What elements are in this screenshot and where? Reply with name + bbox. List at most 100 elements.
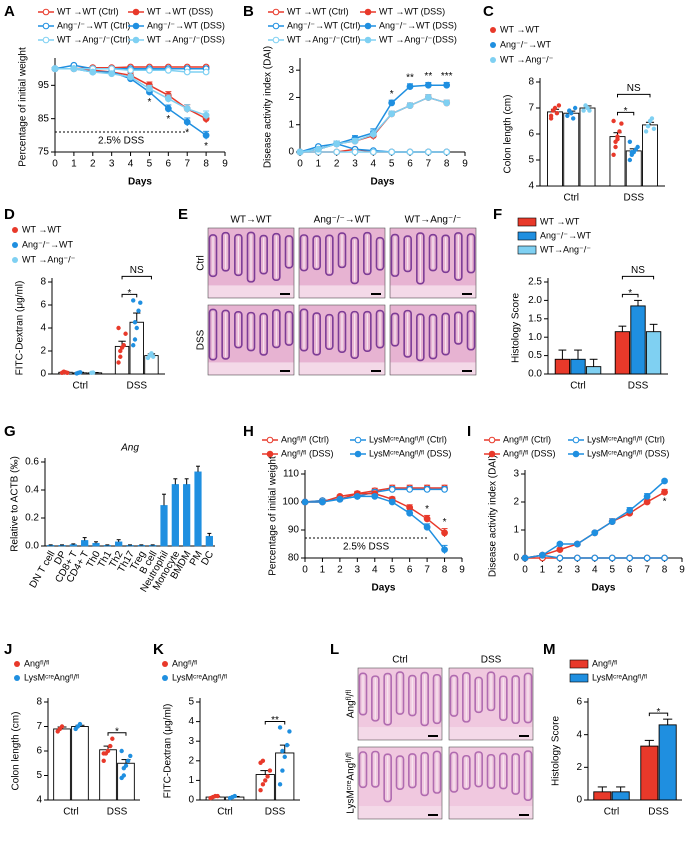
legend-marker xyxy=(354,450,362,458)
data-point xyxy=(571,116,576,121)
bar xyxy=(630,305,646,375)
y-tick-label: 6 xyxy=(36,746,42,757)
panel-letter: A xyxy=(4,3,15,20)
data-point xyxy=(65,370,70,376)
data-point xyxy=(301,498,309,506)
column-label: WT→WT xyxy=(230,215,271,226)
legend-marker xyxy=(488,436,496,444)
data-point xyxy=(573,540,581,548)
legend-label: WT →WT xyxy=(500,24,540,34)
significance: * xyxy=(115,726,119,737)
x-axis-label: Days xyxy=(371,177,395,188)
x-tick-label: 8 xyxy=(442,565,448,576)
data-point xyxy=(280,768,285,773)
data-point xyxy=(59,724,65,729)
data-point xyxy=(406,83,414,90)
data-point xyxy=(369,130,377,138)
data-point xyxy=(336,495,344,503)
crypt xyxy=(312,312,321,356)
crypt xyxy=(272,309,281,349)
data-point xyxy=(424,81,432,89)
data-point xyxy=(116,360,121,365)
data-point xyxy=(369,148,377,156)
bar xyxy=(579,107,596,187)
data-point xyxy=(443,148,451,156)
histology-image xyxy=(357,746,443,820)
crypt xyxy=(299,234,309,272)
y-tick-label: 90 xyxy=(288,525,300,536)
crypt xyxy=(259,312,268,356)
x-tick-label: DN T cell xyxy=(28,549,58,590)
y-tick-label: 1 xyxy=(288,119,294,130)
x-tick-label: DSS xyxy=(623,193,644,204)
y-tick-label: 1.0 xyxy=(528,332,542,343)
crypt xyxy=(350,310,359,359)
crypt xyxy=(363,231,372,276)
significance-bracket xyxy=(264,720,286,725)
legend-label: LysMᶜʳᵉAngᶠˡ/ᶠˡ (Ctrl) xyxy=(369,434,447,444)
submucosa xyxy=(390,362,476,375)
data-point xyxy=(406,102,414,110)
crypt xyxy=(420,671,429,727)
y-tick-label: 2 xyxy=(513,497,519,508)
series-line xyxy=(524,491,665,559)
x-tick-label: 6 xyxy=(166,159,172,170)
data-point xyxy=(128,753,133,759)
bar xyxy=(609,136,626,187)
y-tick-label: 2 xyxy=(576,762,582,773)
panel-letter: E xyxy=(178,206,188,223)
significance-bracket xyxy=(121,275,152,280)
legend-label: WT →WT (Ctrl) xyxy=(57,6,119,16)
x-tick-label: Ctrl xyxy=(604,807,620,818)
data-point xyxy=(134,325,139,331)
panel-letter: D xyxy=(4,206,15,223)
data-point xyxy=(441,486,448,493)
bar xyxy=(58,545,66,547)
data-point xyxy=(277,725,283,730)
significance: NS xyxy=(631,265,645,276)
data-point xyxy=(611,152,616,157)
data-point xyxy=(619,121,624,126)
y-tick-label: 80 xyxy=(288,553,300,564)
y-tick-label: 0.4 xyxy=(25,485,39,496)
histology-image xyxy=(298,304,386,376)
data-point xyxy=(131,298,136,303)
crypt xyxy=(383,753,392,803)
data-point xyxy=(280,748,285,754)
legend-marker xyxy=(266,450,274,458)
bar xyxy=(554,358,571,375)
crypt xyxy=(325,234,334,276)
crypt xyxy=(371,675,380,722)
data-point xyxy=(627,139,633,144)
crypt xyxy=(466,233,476,274)
crypt xyxy=(416,232,425,285)
data-point xyxy=(314,145,322,153)
bar xyxy=(640,745,659,801)
y-tick-label: 85 xyxy=(38,113,50,124)
data-point xyxy=(626,507,634,514)
legend-marker xyxy=(132,22,140,30)
panel-letter: I xyxy=(467,423,471,440)
legend-marker xyxy=(364,36,372,44)
crypt xyxy=(408,753,417,789)
y-axis-label: Colon length (cm) xyxy=(503,95,514,174)
significance: * xyxy=(166,114,170,125)
column-label: WT→Ang⁻/⁻ xyxy=(405,215,462,226)
data-point xyxy=(406,504,414,512)
bar xyxy=(47,545,55,547)
series-line xyxy=(299,96,447,153)
y-tick-label: 0 xyxy=(576,795,582,806)
significance: * xyxy=(425,504,429,515)
significance-bracket xyxy=(107,732,127,736)
data-point xyxy=(116,325,121,331)
crypt xyxy=(462,671,471,723)
crypt xyxy=(375,236,385,271)
data-point xyxy=(90,370,96,375)
bar xyxy=(275,752,295,801)
data-point xyxy=(267,768,273,773)
legend-marker xyxy=(132,36,140,44)
data-point xyxy=(263,778,268,783)
data-point xyxy=(296,148,304,156)
legend-label: LysMᶜʳᵉAngᶠˡ/ᶠˡ xyxy=(24,672,79,682)
crypt xyxy=(234,311,243,349)
